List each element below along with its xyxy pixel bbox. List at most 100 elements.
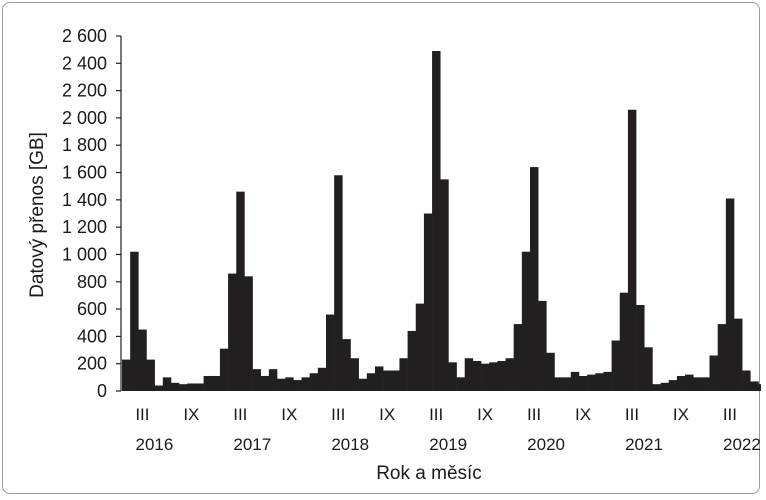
bar xyxy=(350,358,359,391)
x-axis-title: Rok a měsíc xyxy=(376,463,482,484)
bar xyxy=(717,324,727,391)
bar xyxy=(317,367,327,391)
bar-chart: 0 200 400 600 800 1 000 1 200 1 400 1 600 1 800 2 … xyxy=(27,26,761,484)
y-tick-label: 2 400 xyxy=(62,53,107,73)
month-tick-label: III xyxy=(135,405,149,424)
year-label: 2020 xyxy=(527,435,565,454)
bar xyxy=(505,358,514,391)
bar xyxy=(660,382,670,391)
bar xyxy=(301,377,310,391)
bar xyxy=(448,362,457,391)
bar xyxy=(407,330,417,391)
y-tick-label: 0 xyxy=(97,381,107,401)
bar xyxy=(162,377,172,391)
bar xyxy=(636,304,645,391)
month-tick-label: III xyxy=(331,405,345,424)
bar xyxy=(734,318,743,391)
month-tick-label: IX xyxy=(575,405,591,424)
y-tick-label: 1 800 xyxy=(62,135,107,155)
bar xyxy=(758,384,761,391)
bar xyxy=(652,384,661,391)
y-tick-label: 200 xyxy=(77,354,107,374)
x-axis: III IX 2016 III IX 2017 III IX 2018 III IX 2019 III I… xyxy=(135,405,761,454)
bars xyxy=(122,51,761,392)
bar xyxy=(668,380,678,391)
bar xyxy=(742,370,751,391)
bar xyxy=(170,382,180,391)
bar xyxy=(228,273,237,391)
bar xyxy=(179,384,188,391)
bar xyxy=(611,340,621,391)
bar xyxy=(627,109,637,391)
bar xyxy=(472,360,482,391)
bar xyxy=(440,179,449,391)
bar xyxy=(619,292,629,391)
bar xyxy=(285,377,294,391)
month-tick-label: IX xyxy=(379,405,395,424)
month-tick-label: III xyxy=(527,405,541,424)
bar xyxy=(268,369,278,391)
bar xyxy=(750,381,759,391)
month-tick-label: III xyxy=(429,405,443,424)
bar xyxy=(252,369,262,391)
bar xyxy=(676,375,686,391)
y-tick-label: 400 xyxy=(77,326,107,346)
year-label: 2022 xyxy=(723,435,761,454)
y-tick-label: 2 000 xyxy=(62,108,107,128)
bar xyxy=(236,191,245,391)
bar xyxy=(334,175,343,391)
bar xyxy=(481,363,490,391)
y-axis-title: Datový přenos [GB] xyxy=(27,132,48,298)
bar xyxy=(685,374,694,391)
month-tick-label: III xyxy=(625,405,639,424)
bar xyxy=(219,348,229,391)
bar xyxy=(513,324,523,391)
bar xyxy=(203,375,213,391)
year-label: 2016 xyxy=(135,435,173,454)
y-tick-label: 1 600 xyxy=(62,163,107,183)
year-label: 2021 xyxy=(625,435,663,454)
bar xyxy=(562,377,572,391)
bar xyxy=(130,251,139,391)
bar xyxy=(415,303,425,391)
y-axis: 0 200 400 600 800 1 000 1 200 1 400 1 600 1 800 2 … xyxy=(62,26,122,401)
bar xyxy=(530,167,539,391)
bar xyxy=(701,377,710,391)
bar xyxy=(709,355,718,391)
bar xyxy=(277,378,286,391)
year-label: 2018 xyxy=(331,435,369,454)
y-tick-label: 1 200 xyxy=(62,217,107,237)
month-tick-label: III xyxy=(233,405,247,424)
bar xyxy=(497,360,506,391)
y-tick-label: 800 xyxy=(77,272,107,292)
year-label: 2019 xyxy=(429,435,467,454)
bar xyxy=(391,370,400,391)
bar xyxy=(725,198,735,391)
bar xyxy=(211,375,221,391)
bar xyxy=(587,374,596,391)
bar xyxy=(342,339,351,391)
bar xyxy=(603,371,612,391)
month-tick-label: IX xyxy=(477,405,493,424)
bar xyxy=(293,380,302,391)
y-tick-label: 2 200 xyxy=(62,81,107,101)
bar xyxy=(374,366,384,391)
bar xyxy=(399,358,408,391)
bar xyxy=(570,371,580,391)
bar xyxy=(489,362,498,391)
y-tick-label: 1 000 xyxy=(62,244,107,264)
y-tick-label: 600 xyxy=(77,299,107,319)
bar xyxy=(693,377,702,391)
bar xyxy=(554,377,563,391)
month-tick-label: III xyxy=(723,405,737,424)
bar xyxy=(154,385,164,391)
bar xyxy=(595,373,604,391)
bar xyxy=(456,377,466,391)
bar xyxy=(309,373,319,391)
bar xyxy=(464,358,474,391)
bar xyxy=(538,300,547,391)
bar xyxy=(383,370,392,391)
y-tick-label: 2 600 xyxy=(62,26,107,46)
bar xyxy=(138,329,147,391)
month-tick-label: IX xyxy=(183,405,199,424)
